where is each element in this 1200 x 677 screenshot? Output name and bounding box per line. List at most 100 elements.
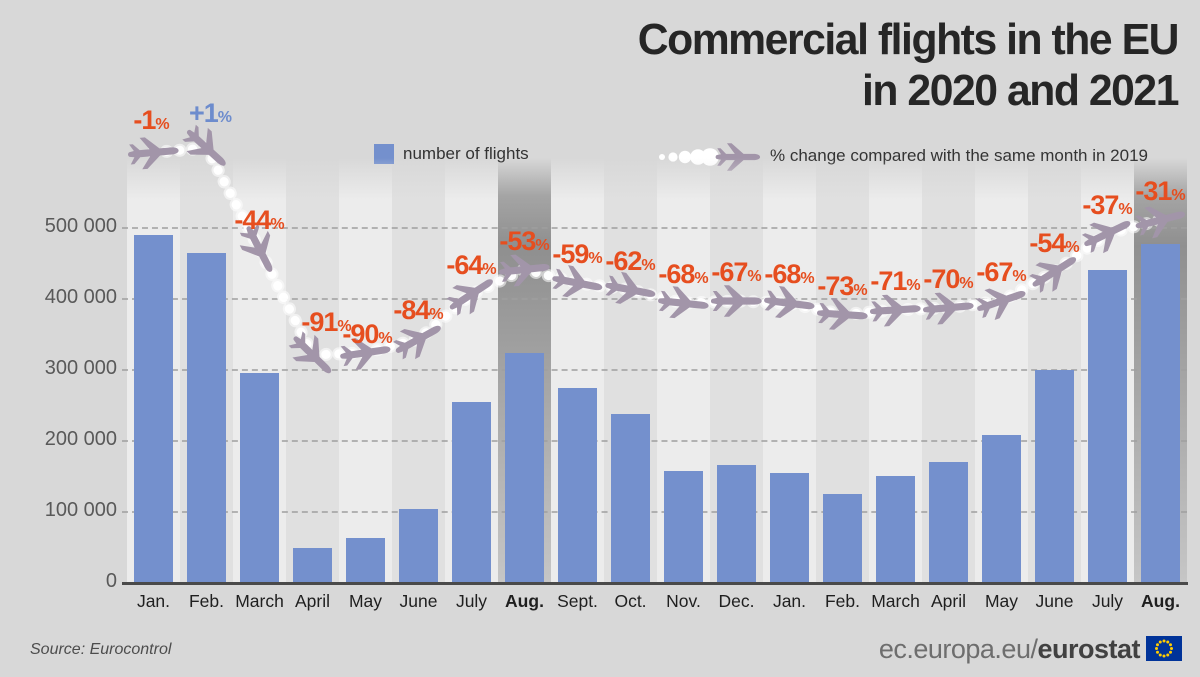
pct-change-label: -59% [533,239,623,270]
pct-sign: % [641,256,656,274]
x-tick-label: Sept. [557,591,598,611]
pct-change-label: -54% [1010,228,1100,259]
pct-change-label: -84% [374,295,464,326]
pct-change-label: -1% [107,105,197,136]
eu-star [1156,650,1160,654]
chart-bar [982,435,1021,583]
x-tick-label: Aug. [1141,591,1180,611]
pct-sign: % [378,329,393,347]
y-tick-label: 300 000 [44,357,117,379]
pct-value: -91 [301,307,338,337]
grid-line [122,298,1187,300]
x-tick-label: July [1091,591,1124,611]
chart-bar [187,252,226,583]
chart-bar [1035,370,1074,583]
chart-bar [876,475,915,583]
pct-sign: % [747,268,762,285]
eu-star [1166,640,1170,644]
pct-change-label: -73% [798,271,888,302]
pct-change-label: -68% [745,259,835,290]
eu-flag-icon [1146,636,1182,661]
chart-bar [293,547,332,583]
x-tick-label: Dec. [718,591,755,611]
page-title: Commercial flights in the EU in 2020 and… [638,14,1180,116]
pct-sign: % [853,281,868,299]
pct-value: -1 [133,104,156,135]
pct-sign: % [429,306,444,324]
pct-sign: % [217,109,233,126]
pct-sign: % [1012,268,1027,285]
grid-line [122,369,1187,371]
grid-line [122,440,1187,442]
source-note: Source: Eurocontrol [30,641,172,658]
pct-value: -62 [605,245,642,276]
pct-value: -64 [446,250,483,281]
pct-change-label: -64% [427,250,517,281]
x-tick-label: April [294,591,330,611]
pct-change-label: -70% [904,264,994,295]
x-tick-label: April [930,591,966,611]
pct-value: -67 [711,257,748,287]
x-tick-label: Feb. [188,591,225,611]
x-tick-label: May [348,591,383,611]
eu-star [1158,653,1162,657]
pct-sign: % [1065,238,1080,256]
pct-value: -71 [870,266,907,296]
url-bold: eurostat [1037,634,1140,664]
eu-star [1166,653,1170,657]
pct-sign: % [800,270,815,288]
chart-bar [823,494,862,583]
pct-change-label: -53% [480,226,570,257]
chart-bar [1088,269,1127,583]
chart-bar [134,235,173,583]
y-tick-label: 100 000 [44,499,117,521]
pct-sign: % [1171,187,1186,204]
x-tick-label: March [871,591,920,611]
title-line-2: in 2020 and 2021 [862,66,1179,116]
chart-bar [505,352,544,583]
x-tick-label: Jan. [772,591,807,611]
pct-value: -73 [817,270,854,301]
pct-change-label: -90% [323,319,413,350]
pct-value: -59 [552,239,589,269]
pct-value: -67 [976,257,1013,287]
chart-bar [240,372,279,583]
pct-value: -84 [393,295,430,326]
pct-sign: % [155,115,170,133]
pct-value: -68 [764,259,801,290]
eurostat-url: ec.europa.eu/eurostat [879,634,1141,665]
pct-value: -37 [1082,189,1119,220]
pct-sign: % [588,250,603,267]
pct-change-label: -31% [1116,176,1200,207]
x-tick-label: May [984,591,1019,611]
pct-change-label: -71% [851,266,941,297]
chart-bar [399,509,438,583]
chart-bar [770,472,809,583]
pct-value: -90 [342,318,379,349]
pct-value: -31 [1135,176,1172,206]
pct-change-label: -68% [639,259,729,290]
pct-sign: % [959,274,974,292]
pct-sign: % [906,277,921,294]
eu-star [1168,650,1172,654]
eu-star [1162,654,1166,658]
chart-bar [664,470,703,583]
x-tick-label: March [235,591,284,611]
eu-star [1158,640,1162,644]
chart-bar [717,465,756,583]
y-tick-label: 400 000 [44,286,117,308]
pct-value: -53 [499,225,536,256]
eu-star [1156,643,1160,647]
x-tick-label: June [1035,591,1074,611]
chart-bar [346,538,385,583]
pct-change-label: -67% [957,257,1047,288]
x-tick-label: Nov. [666,591,701,611]
eu-star [1155,647,1158,650]
pct-sign: % [270,216,285,234]
pct-value: -68 [658,259,695,290]
pct-change-label: +1% [166,98,256,129]
pct-change-label: -91% [282,307,372,338]
x-tick-label: Jan. [136,591,171,611]
eu-star [1162,639,1166,643]
